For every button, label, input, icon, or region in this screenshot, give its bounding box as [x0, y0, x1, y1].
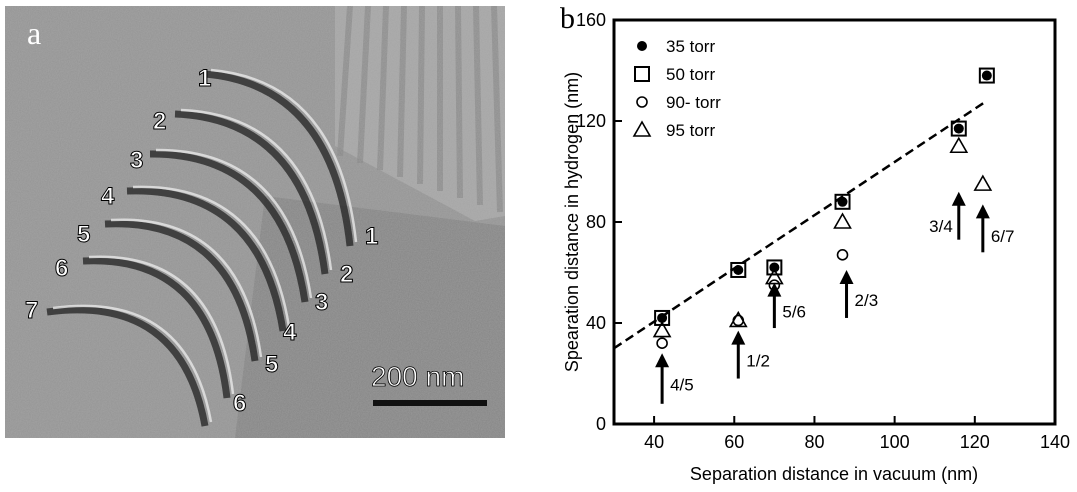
data-point: [837, 196, 848, 207]
data-point: [978, 67, 995, 84]
legend-entry: 35 torr: [666, 37, 715, 56]
data-point: [654, 309, 671, 326]
arc-label-left: 5: [77, 221, 90, 248]
x-tick-label: 120: [960, 432, 990, 452]
annotation-arrowhead: [975, 204, 990, 219]
legend-entry: 50 torr: [666, 65, 715, 84]
data-point: [836, 249, 849, 261]
annotation-arrowhead: [655, 353, 670, 368]
x-tick-label: 100: [880, 432, 910, 452]
data-point: [656, 337, 668, 350]
x-axis-label: Separation distance in vacuum (nm): [690, 464, 978, 484]
legend-entry: 95 torr: [666, 121, 715, 140]
arc-label-right: 3: [315, 289, 328, 316]
arc-label-right: 5: [265, 351, 278, 378]
x-tick-label: 40: [644, 432, 664, 452]
x-tick-label: 60: [724, 432, 744, 452]
annotation-arrowhead: [731, 330, 746, 345]
arc-label-left: 7: [25, 297, 38, 324]
arc-label-right: 6: [233, 390, 246, 417]
data-point: [766, 259, 783, 276]
arc-label-left: 4: [101, 183, 115, 210]
y-tick-label: 160: [576, 10, 606, 30]
arc-label-left: 6: [55, 255, 68, 282]
data-point: [950, 120, 967, 137]
annotation-label: 3/4: [929, 217, 953, 236]
data-point: [953, 123, 964, 134]
annotation-label: 6/7: [991, 227, 1015, 246]
data-point: [657, 312, 668, 323]
legend-marker: [632, 120, 652, 137]
y-tick-label: 40: [586, 313, 606, 333]
y-axis-label: Spearation distance in hydrogen (nm): [562, 72, 582, 372]
panel-a-label: a: [27, 15, 41, 51]
fit-line: [613, 99, 988, 350]
legend-marker: [637, 41, 647, 51]
data-point: [730, 261, 747, 278]
arc-label-left: 2: [153, 108, 166, 135]
annotation-arrowhead: [767, 282, 782, 297]
data-point: [728, 310, 748, 328]
arc-label-left: 3: [130, 147, 143, 174]
arc-label-right: 2: [340, 261, 353, 288]
data-point: [769, 262, 780, 273]
annotation-arrowhead: [839, 269, 854, 284]
data-point: [732, 314, 745, 327]
data-point: [733, 264, 744, 275]
data-point: [949, 136, 969, 154]
data-point: [973, 174, 993, 191]
y-tick-label: 0: [596, 414, 606, 434]
annotation-arrowhead: [951, 191, 966, 206]
y-tick-label: 120: [576, 111, 606, 131]
scale-bar: [373, 400, 487, 406]
data-point: [652, 320, 672, 338]
annotation-label: 2/3: [855, 291, 879, 310]
arc-label-right: 4: [283, 319, 297, 346]
x-tick-label: 80: [804, 432, 824, 452]
arc-label-right: 1: [365, 223, 378, 250]
panel-b-label: b: [560, 2, 575, 35]
legend-entry: 90- torr: [666, 93, 721, 112]
legend-marker: [636, 96, 648, 108]
annotation-label: 4/5: [670, 376, 694, 395]
scatter-chart: b 40 60 80 100 120 140 0 40 80 120 160 4/5 1/2 5/6 2…: [560, 2, 1070, 484]
annotation-label: 1/2: [746, 352, 770, 371]
data-point: [833, 212, 852, 229]
arc-label-left: 1: [198, 65, 211, 92]
scale-bar-label: 200 nm: [371, 361, 464, 392]
x-tick-label: 140: [1040, 432, 1070, 452]
data-point: [981, 70, 992, 81]
data-point: [834, 193, 851, 210]
legend-marker: [634, 66, 650, 82]
y-tick-label: 80: [586, 212, 606, 232]
annotation-label: 5/6: [782, 302, 806, 321]
